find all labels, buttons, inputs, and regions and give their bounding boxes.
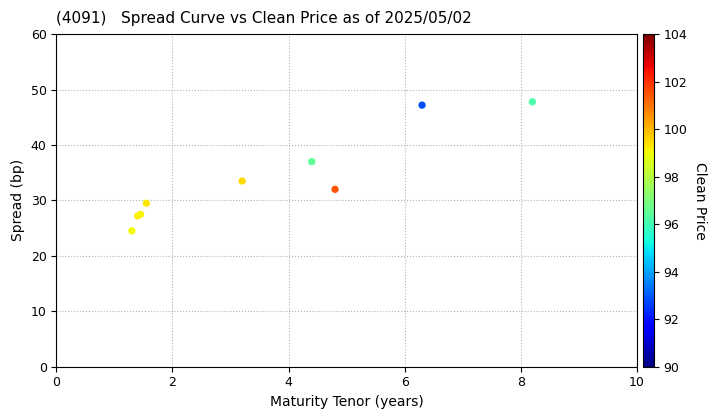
Y-axis label: Spread (bp): Spread (bp) [11,159,25,242]
X-axis label: Maturity Tenor (years): Maturity Tenor (years) [270,395,423,409]
Point [306,158,318,165]
Point [416,102,428,108]
Y-axis label: Clean Price: Clean Price [693,162,707,239]
Text: (4091)   Spread Curve vs Clean Price as of 2025/05/02: (4091) Spread Curve vs Clean Price as of… [56,11,472,26]
Point [236,178,248,184]
Point [329,186,341,193]
Point [135,211,146,218]
Point [526,98,538,105]
Point [140,200,152,207]
Point [132,213,143,219]
Point [126,228,138,234]
